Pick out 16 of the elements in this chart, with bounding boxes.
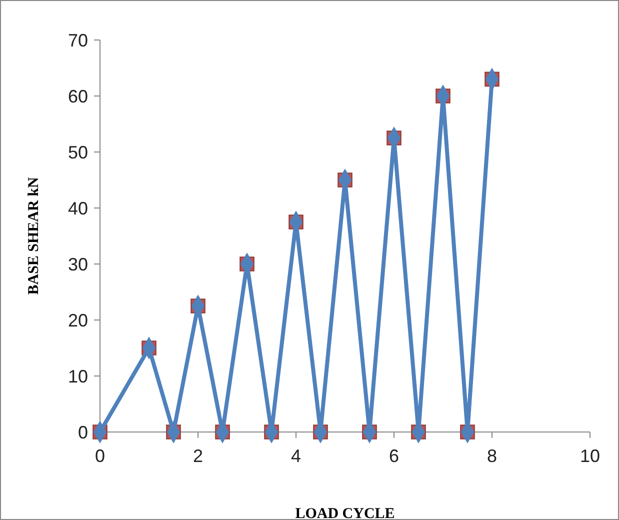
y-tick-label: 70: [68, 30, 88, 50]
x-tick-label: 6: [388, 446, 400, 466]
x-tick-label: 4: [290, 446, 302, 466]
y-axis-title: BASE SHEAR kN: [26, 177, 42, 295]
y-tick-label: 30: [68, 254, 88, 274]
x-tick-label: 0: [94, 446, 106, 466]
y-tick-label: 10: [68, 366, 88, 386]
x-axis-title: LOAD CYCLE: [295, 506, 395, 520]
y-tick-label: 40: [68, 198, 88, 218]
x-tick-label: 10: [580, 446, 600, 466]
y-tick-label: 0: [78, 422, 88, 442]
x-tick-label: 8: [486, 446, 498, 466]
y-tick-label: 60: [68, 86, 88, 106]
x-tick-label: 2: [192, 446, 204, 466]
y-tick-label: 50: [68, 142, 88, 162]
y-tick-label: 20: [68, 310, 88, 330]
